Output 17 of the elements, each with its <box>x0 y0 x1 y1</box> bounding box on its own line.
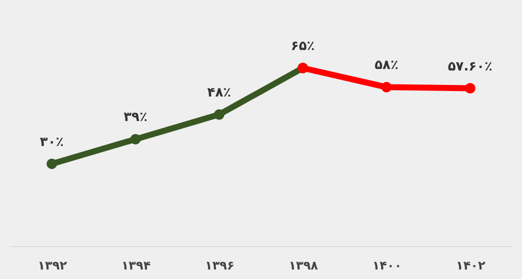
data-label: ۴۸٪ <box>207 86 232 101</box>
data-label: ۵۸٪ <box>374 58 398 74</box>
data-label: ۵۷.۶۰٪ <box>448 59 493 74</box>
point <box>381 82 392 92</box>
point <box>130 134 141 144</box>
x-tick-label: ۱۳۹۲ <box>38 258 68 272</box>
x-tick-label: ۱۴۰۰ <box>372 258 402 272</box>
x-tick-label: ۱۴۰۲ <box>456 258 486 272</box>
point <box>46 158 58 170</box>
x-tick-label: ۱۳۹۶ <box>205 258 234 272</box>
data-label: ۶۵٪ <box>290 39 315 54</box>
x-tick-label: ۱۳۹۴ <box>121 258 151 272</box>
point <box>214 109 224 120</box>
data-label: ۳۰٪ <box>40 134 64 150</box>
x-tick-label: ۱۳۹۸ <box>288 258 319 272</box>
point <box>464 83 476 94</box>
data-label: ۳۹٪ <box>124 110 148 126</box>
